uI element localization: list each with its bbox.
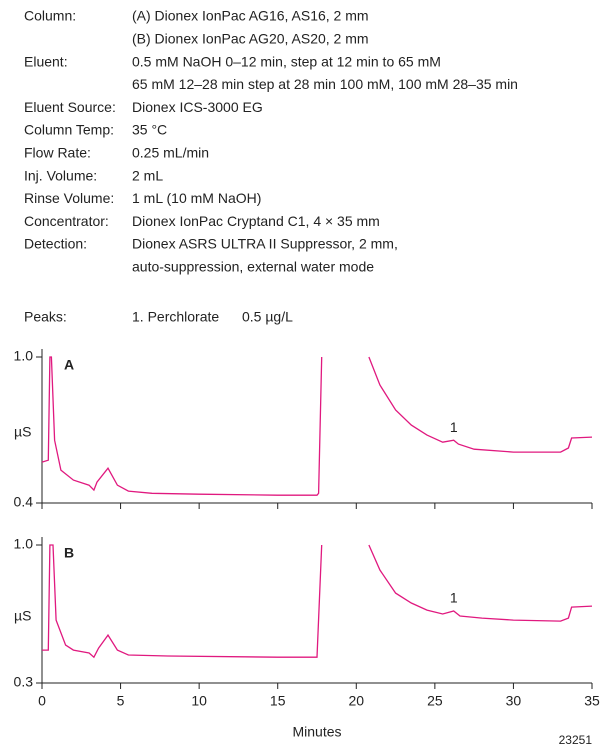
condition-label: Column: [24,8,76,24]
condition-value: (A) Dionex IonPac AG16, AS16, 2 mm [132,8,369,24]
condition-value: Dionex ICS-3000 EG [132,99,263,115]
x-tick-label: 15 [270,693,286,709]
condition-label: Rinse Volume: [24,190,114,206]
condition-value: auto-suppression, external water mode [132,259,374,275]
condition-label: Inj. Volume: [24,167,97,183]
condition-label: Column Temp: [24,122,114,138]
x-tick-label: 35 [584,693,600,709]
y-tick-label: 1.0 [14,348,34,364]
x-tick-label: 30 [506,693,522,709]
x-tick-label: 20 [348,693,364,709]
condition-value: 1 mL (10 mM NaOH) [132,190,261,206]
y-tick-label: 1.0 [14,536,34,552]
panel-label: B [64,545,74,561]
condition-value: Dionex ASRS ULTRA II Suppressor, 2 mm, [132,236,398,252]
panel-label: A [64,357,74,373]
y-tick-label: 0.4 [14,494,34,510]
condition-label: Eluent Source: [24,99,116,115]
x-tick-label: 25 [427,693,443,709]
condition-value: 2 mL [132,167,163,183]
trace [42,544,593,659]
peak-annotation: 1 [450,419,458,435]
condition-label: Concentrator: [24,213,109,229]
y-axis-label: µS [14,608,31,624]
figure-id: 23251 [559,733,593,747]
x-tick-label: 0 [38,693,46,709]
condition-label: Flow Rate: [24,145,91,161]
trace [41,356,593,496]
condition-value: Dionex IonPac Cryptand C1, 4 × 35 mm [132,213,380,229]
condition-label: Eluent: [24,53,68,69]
condition-value: (B) Dionex IonPac AG20, AS20, 2 mm [132,31,369,47]
peak-amount: 0.5 µg/L [242,309,293,325]
x-tick-label: 5 [117,693,125,709]
condition-value: 65 mM 12–28 min step at 28 min 100 mM, 1… [132,76,518,92]
y-axis-label: µS [14,424,31,440]
x-tick-label: 10 [191,693,207,709]
condition-value: 35 °C [132,122,167,138]
condition-value: 0.5 mM NaOH 0–12 min, step at 12 min to … [132,53,441,69]
condition-value: 0.25 mL/min [132,145,209,161]
peak-name: 1. Perchlorate [132,309,219,325]
x-axis-label: Minutes [292,724,341,740]
y-tick-label: 0.3 [14,674,34,690]
peaks-label: Peaks: [24,309,67,325]
condition-label: Detection: [24,236,87,252]
peak-annotation: 1 [450,590,458,606]
